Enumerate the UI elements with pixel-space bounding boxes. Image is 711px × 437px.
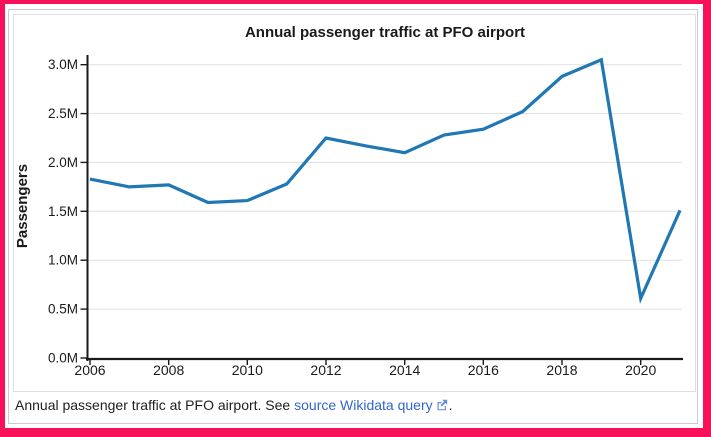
passenger-traffic-line xyxy=(89,57,682,304)
y-tick-label: 0.0M xyxy=(48,351,78,366)
x-tick-label: 2018 xyxy=(546,362,577,378)
y-axis-label: Passengers xyxy=(14,164,31,248)
caption-period: . xyxy=(448,397,453,413)
x-tick-label: 2012 xyxy=(310,362,341,378)
x-tick-label: 2020 xyxy=(625,362,656,378)
x-tick-label: 2008 xyxy=(153,362,184,378)
y-tick-label: 1.5M xyxy=(48,204,78,219)
x-tick-label: 2006 xyxy=(74,362,105,378)
x-tick-label: 2010 xyxy=(232,362,263,378)
y-tick-label: 2.5M xyxy=(48,106,78,121)
wikidata-query-link[interactable]: source Wikidata query xyxy=(294,397,433,413)
chart-thumb-frame: 0.0M 0.5M 1.0M 1.5M 2.0M 2.5M 3.0M 2006 2008 2010… xyxy=(8,9,698,424)
chart-image: 0.0M 0.5M 1.0M 1.5M 2.0M 2.5M 3.0M 2006 2008 2010… xyxy=(13,14,696,392)
external-link-icon[interactable] xyxy=(436,398,448,415)
traffic-line-chart: 0.0M 0.5M 1.0M 1.5M 2.0M 2.5M 3.0M 2006 2008 2010… xyxy=(14,24,683,378)
chart-caption: Annual passenger traffic at PFO airport.… xyxy=(15,397,693,414)
x-tick-label: 2014 xyxy=(389,362,420,378)
y-tick-label: 0.5M xyxy=(48,302,78,317)
chart-title: Annual passenger traffic at PFO airport xyxy=(245,24,525,41)
y-tick-label: 1.0M xyxy=(48,253,78,268)
y-tick-label: 2.0M xyxy=(48,155,78,170)
y-tick-label: 3.0M xyxy=(48,57,78,72)
caption-text: Annual passenger traffic at PFO airport.… xyxy=(15,397,295,413)
x-tick-label: 2016 xyxy=(468,362,499,378)
